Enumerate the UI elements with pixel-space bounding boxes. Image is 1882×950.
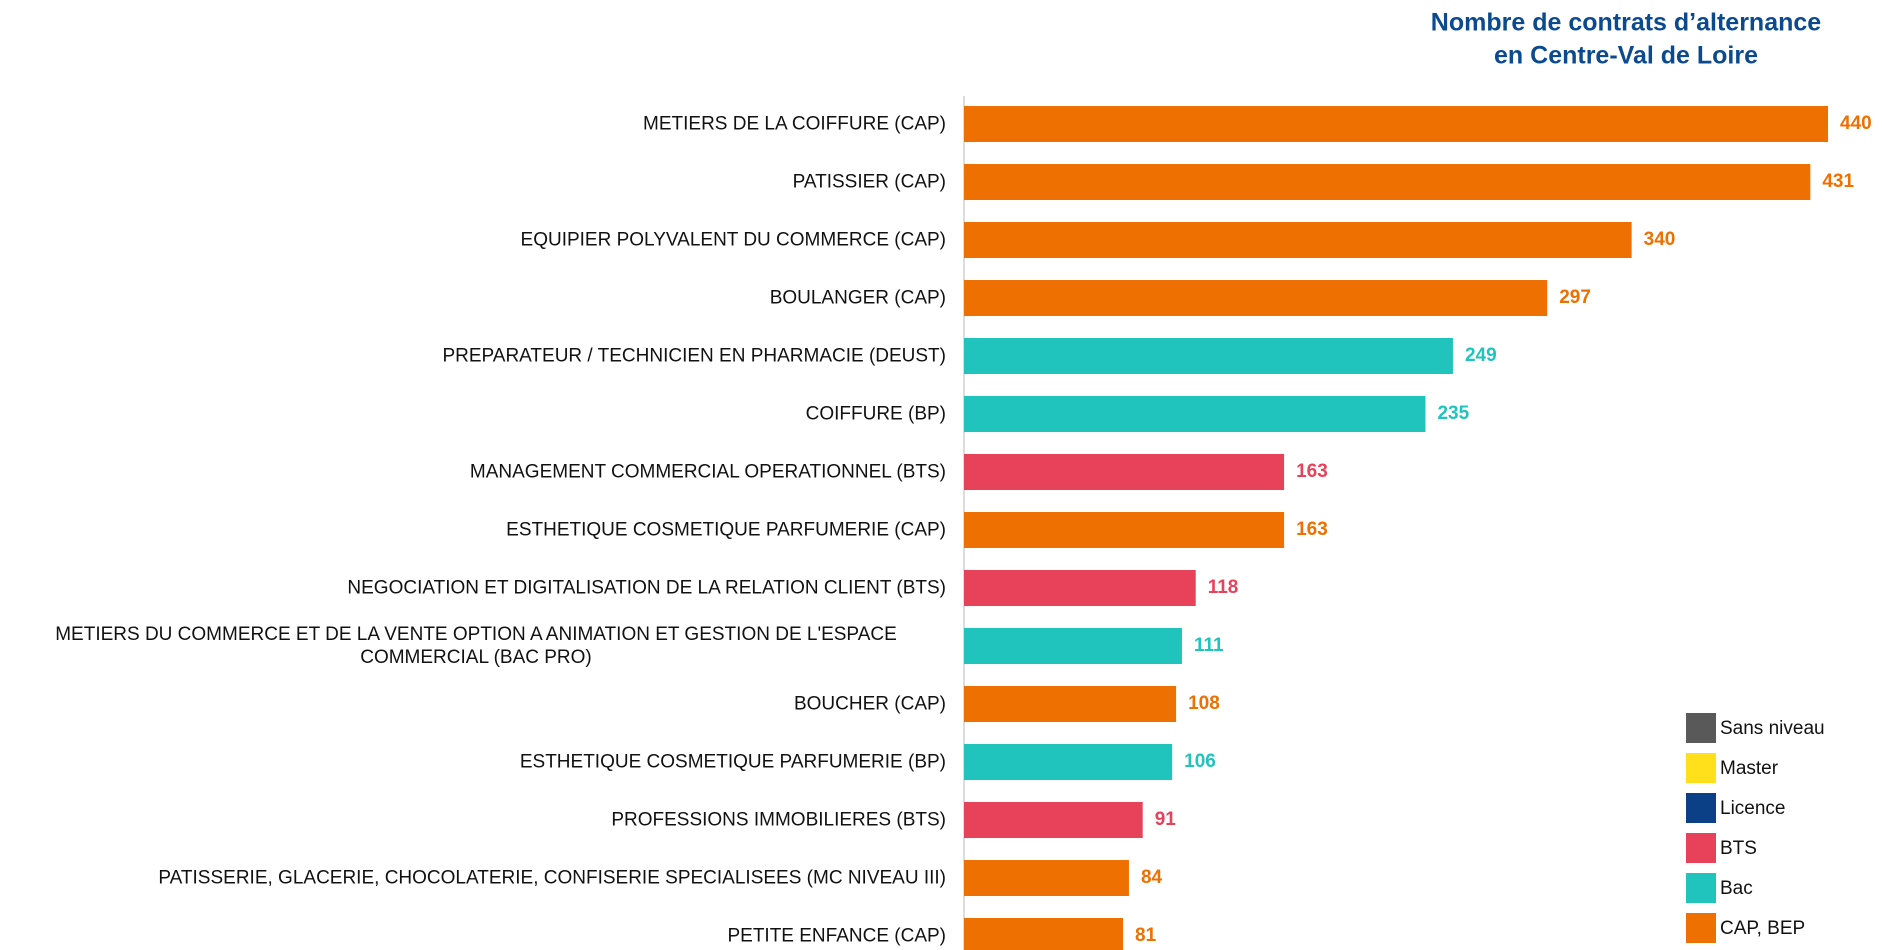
bar xyxy=(964,802,1143,838)
category-label-box: ESTHETIQUE COSMETIQUE PARFUMERIE (BP) xyxy=(0,751,946,774)
category-label: PETITE ENFANCE (CAP) xyxy=(727,925,946,947)
category-label: METIERS DE LA COIFFURE (CAP) xyxy=(643,113,946,135)
legend-swatch xyxy=(1686,913,1716,943)
chart-title: Nombre de contrats d’alternance xyxy=(1431,9,1821,37)
chart-title: en Centre-Val de Loire xyxy=(1494,42,1758,70)
bar xyxy=(964,338,1453,374)
category-label: PATISSERIE, GLACERIE, CHOCOLATERIE, CONF… xyxy=(158,867,946,889)
bar xyxy=(964,106,1828,142)
value-label: 431 xyxy=(1822,171,1854,192)
category-label-box: COIFFURE (BP) xyxy=(0,403,946,426)
value-label: 106 xyxy=(1184,751,1216,772)
value-label: 340 xyxy=(1644,229,1676,250)
legend-label: CAP, BEP xyxy=(1720,918,1805,939)
category-label-box: PATISSERIE, GLACERIE, CHOCOLATERIE, CONF… xyxy=(0,867,946,890)
category-label-box: PROFESSIONS IMMOBILIERES (BTS) xyxy=(0,809,946,832)
legend-label: Bac xyxy=(1720,878,1753,899)
value-label: 440 xyxy=(1840,113,1872,134)
bar xyxy=(964,628,1182,664)
category-label-box: EQUIPIER POLYVALENT DU COMMERCE (CAP) xyxy=(0,229,946,252)
category-label-box: BOULANGER (CAP) xyxy=(0,287,946,310)
category-label: BOUCHER (CAP) xyxy=(793,693,946,715)
legend-swatch xyxy=(1686,873,1716,903)
legend-swatch xyxy=(1686,833,1716,863)
category-label-box: PETITE ENFANCE (CAP) xyxy=(0,925,946,948)
category-label-box: METIERS DU COMMERCE ET DE LA VENTE OPTIO… xyxy=(0,623,946,669)
category-label: COIFFURE (BP) xyxy=(805,403,946,425)
category-label-box: MANAGEMENT COMMERCIAL OPERATIONNEL (BTS) xyxy=(0,461,946,484)
category-label: PROFESSIONS IMMOBILIERES (BTS) xyxy=(611,809,946,831)
value-label: 118 xyxy=(1208,577,1239,598)
bar xyxy=(964,454,1285,490)
value-label: 163 xyxy=(1296,519,1328,540)
legend-label: Sans niveau xyxy=(1720,718,1825,739)
legend-label: Licence xyxy=(1720,798,1786,819)
category-label: PREPARATEUR / TECHNICIEN EN PHARMACIE (D… xyxy=(442,345,946,367)
bar xyxy=(964,164,1811,200)
category-label: EQUIPIER POLYVALENT DU COMMERCE (CAP) xyxy=(520,229,946,251)
legend-swatch xyxy=(1686,793,1716,823)
category-label: ESTHETIQUE COSMETIQUE PARFUMERIE (CAP) xyxy=(506,519,946,541)
bar xyxy=(964,918,1124,950)
bar xyxy=(964,280,1548,316)
bar xyxy=(964,222,1632,258)
bar xyxy=(964,396,1426,432)
category-label: ESTHETIQUE COSMETIQUE PARFUMERIE (BP) xyxy=(519,751,946,773)
bar xyxy=(964,570,1196,606)
value-label: 91 xyxy=(1155,809,1177,830)
category-label-box: METIERS DE LA COIFFURE (CAP) xyxy=(0,113,946,136)
category-label: METIERS DU COMMERCE ET DE LA VENTE OPTIO… xyxy=(55,624,897,668)
value-label: 81 xyxy=(1135,925,1157,946)
category-label: PATISSIER (CAP) xyxy=(792,171,946,193)
category-label-box: NEGOCIATION ET DIGITALISATION DE LA RELA… xyxy=(0,577,946,600)
legend-swatch xyxy=(1686,753,1716,783)
category-label: NEGOCIATION ET DIGITALISATION DE LA RELA… xyxy=(347,577,946,599)
legend-swatch xyxy=(1686,713,1716,743)
value-label: 235 xyxy=(1437,403,1469,424)
category-label: MANAGEMENT COMMERCIAL OPERATIONNEL (BTS) xyxy=(469,461,946,483)
value-label: 84 xyxy=(1141,867,1163,888)
category-label-box: PREPARATEUR / TECHNICIEN EN PHARMACIE (D… xyxy=(0,345,946,368)
category-label-box: ESTHETIQUE COSMETIQUE PARFUMERIE (CAP) xyxy=(0,519,946,542)
value-label: 108 xyxy=(1188,693,1220,714)
bar xyxy=(964,686,1177,722)
value-label: 163 xyxy=(1296,461,1328,482)
value-label: 111 xyxy=(1194,635,1224,656)
bar xyxy=(964,512,1285,548)
value-label: 249 xyxy=(1465,345,1497,366)
bar xyxy=(964,744,1173,780)
value-label: 297 xyxy=(1559,287,1591,308)
category-label-box: PATISSIER (CAP) xyxy=(0,171,946,194)
category-label-box: BOUCHER (CAP) xyxy=(0,693,946,716)
legend-label: BTS xyxy=(1720,838,1757,859)
category-label: BOULANGER (CAP) xyxy=(769,287,946,309)
legend-label: Master xyxy=(1720,758,1779,779)
bar xyxy=(964,860,1129,896)
